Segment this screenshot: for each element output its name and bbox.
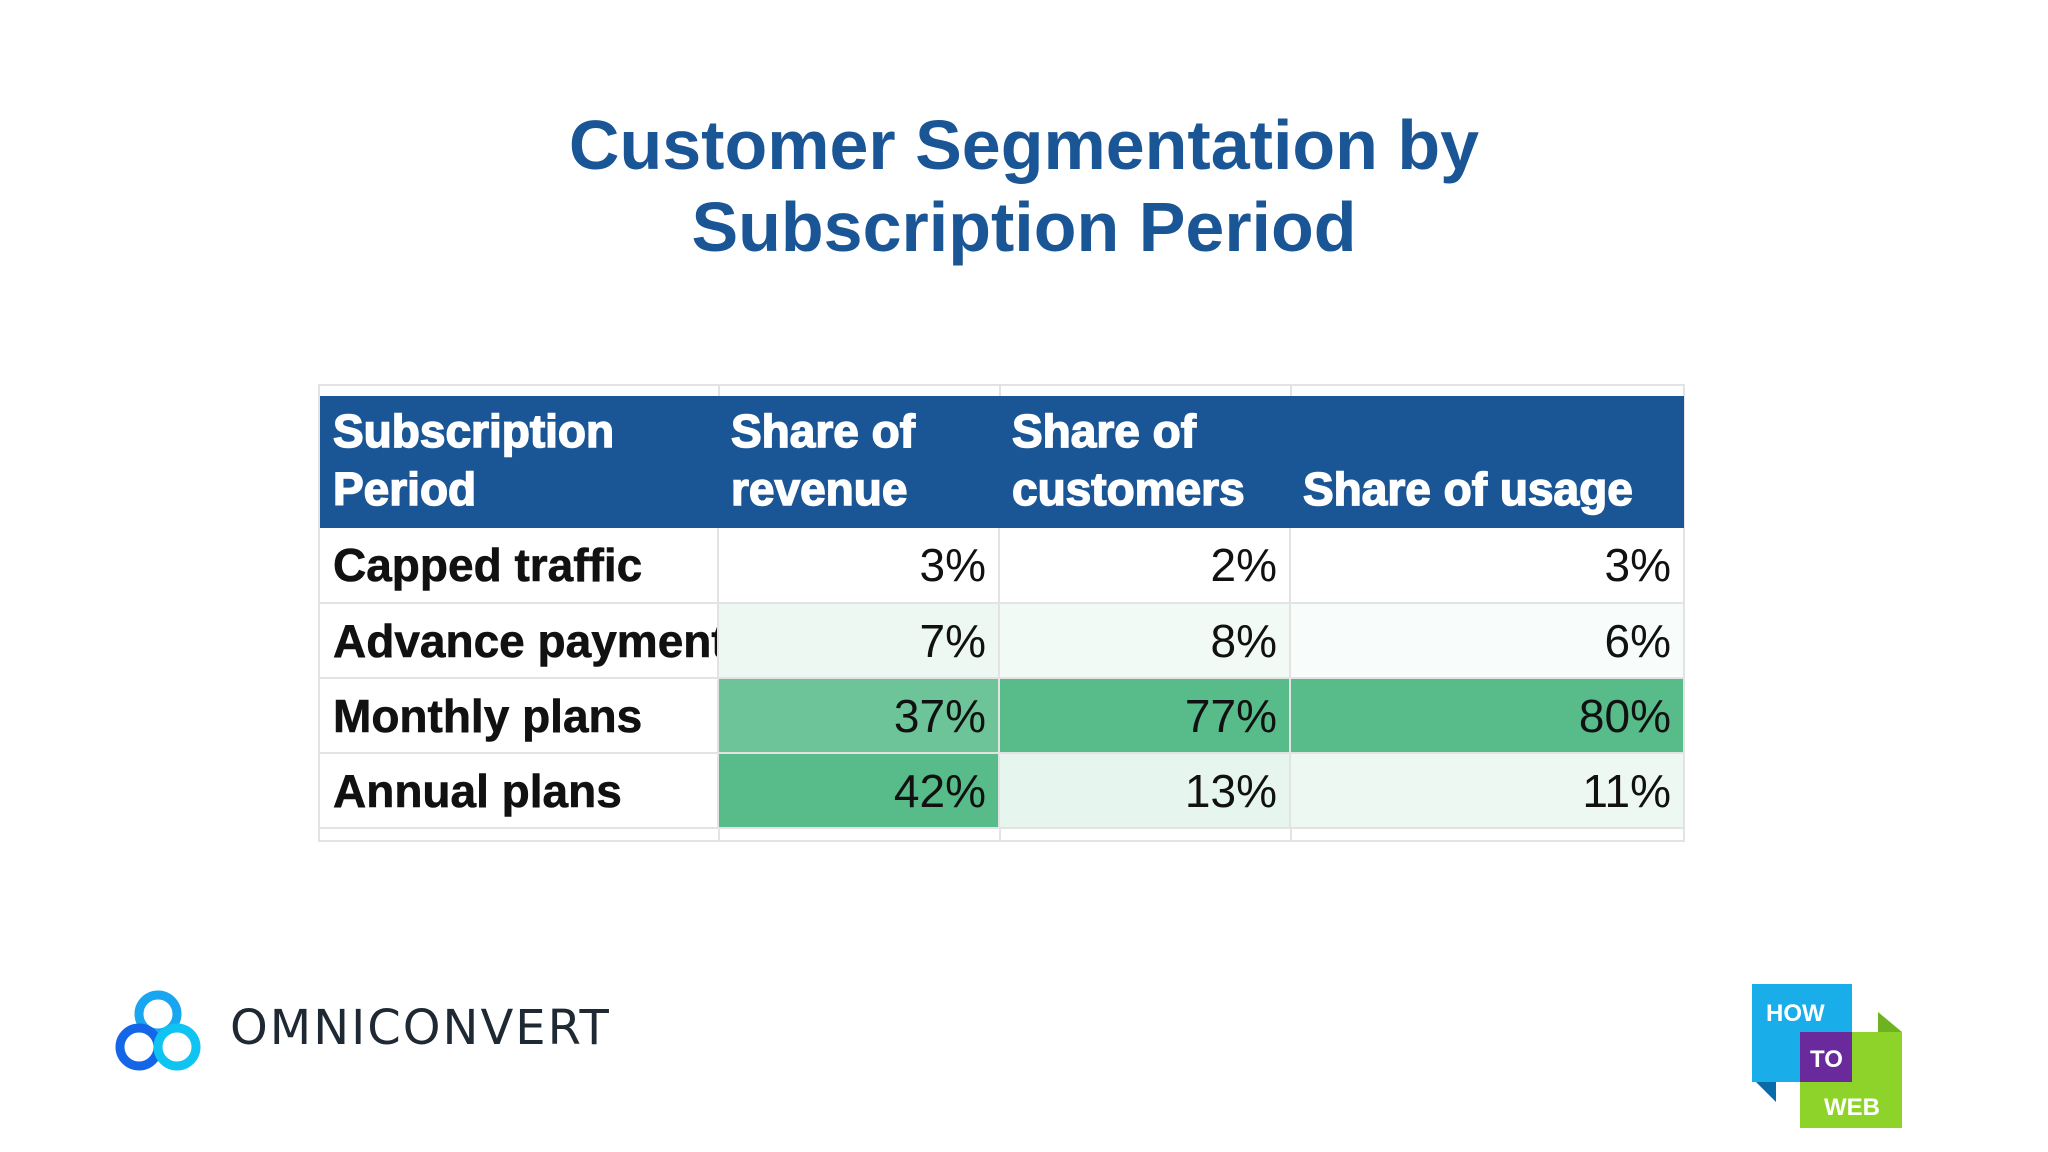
howtoweb-logo: HOW TO WEB [1752, 978, 1904, 1130]
column-header-customers: Share of customers [999, 396, 1290, 528]
howtoweb-word-how: HOW [1766, 1000, 1825, 1027]
row-label: Capped traffic [320, 528, 719, 604]
table-gridline [318, 840, 1685, 842]
table-row: Monthly plans 37% 77% 80% [320, 678, 1685, 754]
howtoweb-word-to: TO [1810, 1046, 1843, 1073]
cell-usage: 80% [1290, 678, 1685, 754]
row-label: Annual plans [320, 753, 719, 829]
row-label: Monthly plans [320, 678, 719, 754]
page-title: Customer Segmentation by Subscription Pe… [0, 104, 2048, 268]
cell-revenue: 37% [718, 678, 1000, 754]
row-label: Advance payment [320, 603, 719, 679]
table-gridline [318, 384, 1685, 386]
three-circles-icon [115, 990, 201, 1071]
omniconvert-wordmark: OMNICONVERT [230, 1000, 611, 1056]
column-header-period: Subscription Period [320, 396, 718, 528]
cell-customers: 8% [999, 603, 1291, 679]
cell-revenue: 42% [718, 753, 1000, 829]
table-row: Advance payment 7% 8% 6% [320, 603, 1685, 679]
segmentation-table: Subscription Period Share of revenue Sha… [320, 396, 1685, 829]
table-header-row: Subscription Period Share of revenue Sha… [320, 396, 1684, 528]
cell-customers: 13% [999, 753, 1291, 829]
howtoweb-word-web: WEB [1824, 1094, 1880, 1121]
cell-customers: 2% [999, 528, 1291, 604]
segmentation-table-container: Subscription Period Share of revenue Sha… [318, 384, 1685, 842]
howtoweb-logo-icon [1752, 984, 1902, 1128]
cell-usage: 6% [1290, 603, 1685, 679]
cell-revenue: 3% [718, 528, 1000, 604]
cell-revenue: 7% [718, 603, 1000, 679]
table-row: Annual plans 42% 13% 11% [320, 753, 1685, 829]
column-header-usage: Share of usage [1290, 396, 1684, 528]
title-line-1: Customer Segmentation by [568, 106, 1480, 184]
cell-usage: 3% [1290, 528, 1685, 604]
table-gridline [318, 384, 320, 842]
cell-usage: 11% [1290, 753, 1685, 829]
cell-customers: 77% [999, 678, 1291, 754]
table-gridline [1683, 384, 1685, 842]
table-row: Capped traffic 3% 2% 3% [320, 528, 1685, 604]
title-line-2: Subscription Period [691, 188, 1357, 266]
column-header-revenue: Share of revenue [718, 396, 999, 528]
omniconvert-logo: OMNICONVERT [112, 986, 612, 1078]
